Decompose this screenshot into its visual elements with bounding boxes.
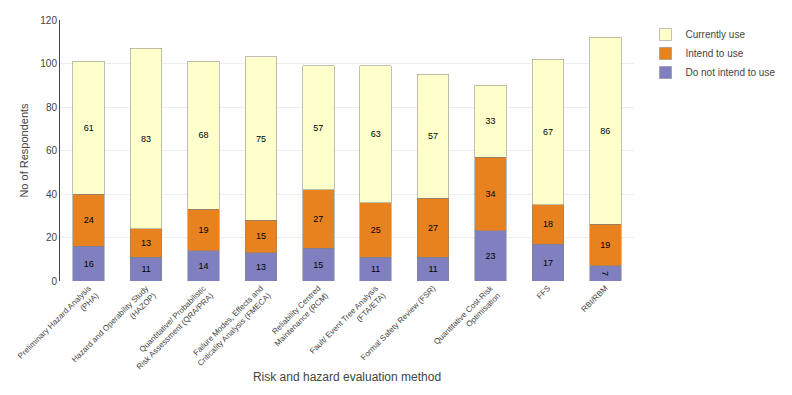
svg-text:18: 18 xyxy=(543,219,553,229)
svg-text:20: 20 xyxy=(46,232,58,243)
svg-text:68: 68 xyxy=(198,130,208,140)
svg-text:27: 27 xyxy=(313,214,323,224)
svg-text:Intend to use: Intend to use xyxy=(685,48,743,59)
svg-text:Reliability CentredMaintenance: Reliability CentredMaintenance (RCM) xyxy=(266,284,331,349)
svg-text:27: 27 xyxy=(428,223,438,233)
svg-text:16: 16 xyxy=(84,259,94,269)
svg-text:Failure Modes, Effects andCrit: Failure Modes, Effects andCriticality An… xyxy=(188,284,272,368)
svg-text:23: 23 xyxy=(485,251,495,261)
svg-text:11: 11 xyxy=(371,264,380,274)
svg-text:Fault/ Event Tree Analysis(FTA: Fault/ Event Tree Analysis(FTA/ETA) xyxy=(308,284,387,363)
svg-text:19: 19 xyxy=(600,240,610,250)
svg-text:Do not intend to use: Do not intend to use xyxy=(685,67,775,78)
svg-text:FFS: FFS xyxy=(535,284,552,301)
svg-text:34: 34 xyxy=(485,189,495,199)
svg-text:RBI/RBM: RBI/RBM xyxy=(580,284,610,314)
svg-text:11: 11 xyxy=(141,264,150,274)
svg-text:75: 75 xyxy=(256,134,266,144)
svg-text:13: 13 xyxy=(141,238,151,248)
svg-text:40: 40 xyxy=(46,189,58,200)
svg-text:63: 63 xyxy=(371,129,381,139)
svg-text:120: 120 xyxy=(40,15,57,26)
svg-text:61: 61 xyxy=(84,123,94,133)
svg-text:17: 17 xyxy=(543,258,553,268)
svg-text:Formal Safety Review (FSR): Formal Safety Review (FSR) xyxy=(359,284,438,363)
svg-text:19: 19 xyxy=(198,225,208,235)
svg-text:No of Respondents: No of Respondents xyxy=(18,103,30,198)
svg-text:57: 57 xyxy=(313,123,323,133)
svg-text:Quantitative/ ProbabilisticRis: Quantitative/ ProbabilisticRisk Assessme… xyxy=(128,284,216,372)
svg-text:Preliminary Hazard Analysis(PH: Preliminary Hazard Analysis(PHA) xyxy=(16,284,100,368)
svg-text:Hazard and Operability Study(H: Hazard and Operability Study(HAZOP) xyxy=(70,284,158,372)
svg-text:11: 11 xyxy=(428,264,437,274)
svg-text:80: 80 xyxy=(46,102,58,113)
svg-text:0: 0 xyxy=(51,276,57,287)
svg-text:86: 86 xyxy=(600,126,610,136)
svg-text:33: 33 xyxy=(485,116,495,126)
svg-text:67: 67 xyxy=(543,127,553,137)
svg-text:15: 15 xyxy=(313,260,323,270)
svg-text:Risk and hazard evaluation met: Risk and hazard evaluation method xyxy=(253,370,441,384)
svg-text:60: 60 xyxy=(46,145,58,156)
svg-text:13: 13 xyxy=(256,262,266,272)
svg-text:25: 25 xyxy=(371,225,381,235)
svg-text:14: 14 xyxy=(198,261,208,271)
svg-text:100: 100 xyxy=(40,58,57,69)
svg-text:7: 7 xyxy=(600,271,610,276)
svg-text:57: 57 xyxy=(428,131,438,141)
svg-text:Quantitative Cost-RiskOptimisa: Quantitative Cost-RiskOptimisation xyxy=(432,283,503,354)
svg-text:15: 15 xyxy=(256,231,266,241)
svg-text:Currently use: Currently use xyxy=(685,29,745,40)
svg-text:83: 83 xyxy=(141,134,151,144)
svg-text:24: 24 xyxy=(84,215,94,225)
